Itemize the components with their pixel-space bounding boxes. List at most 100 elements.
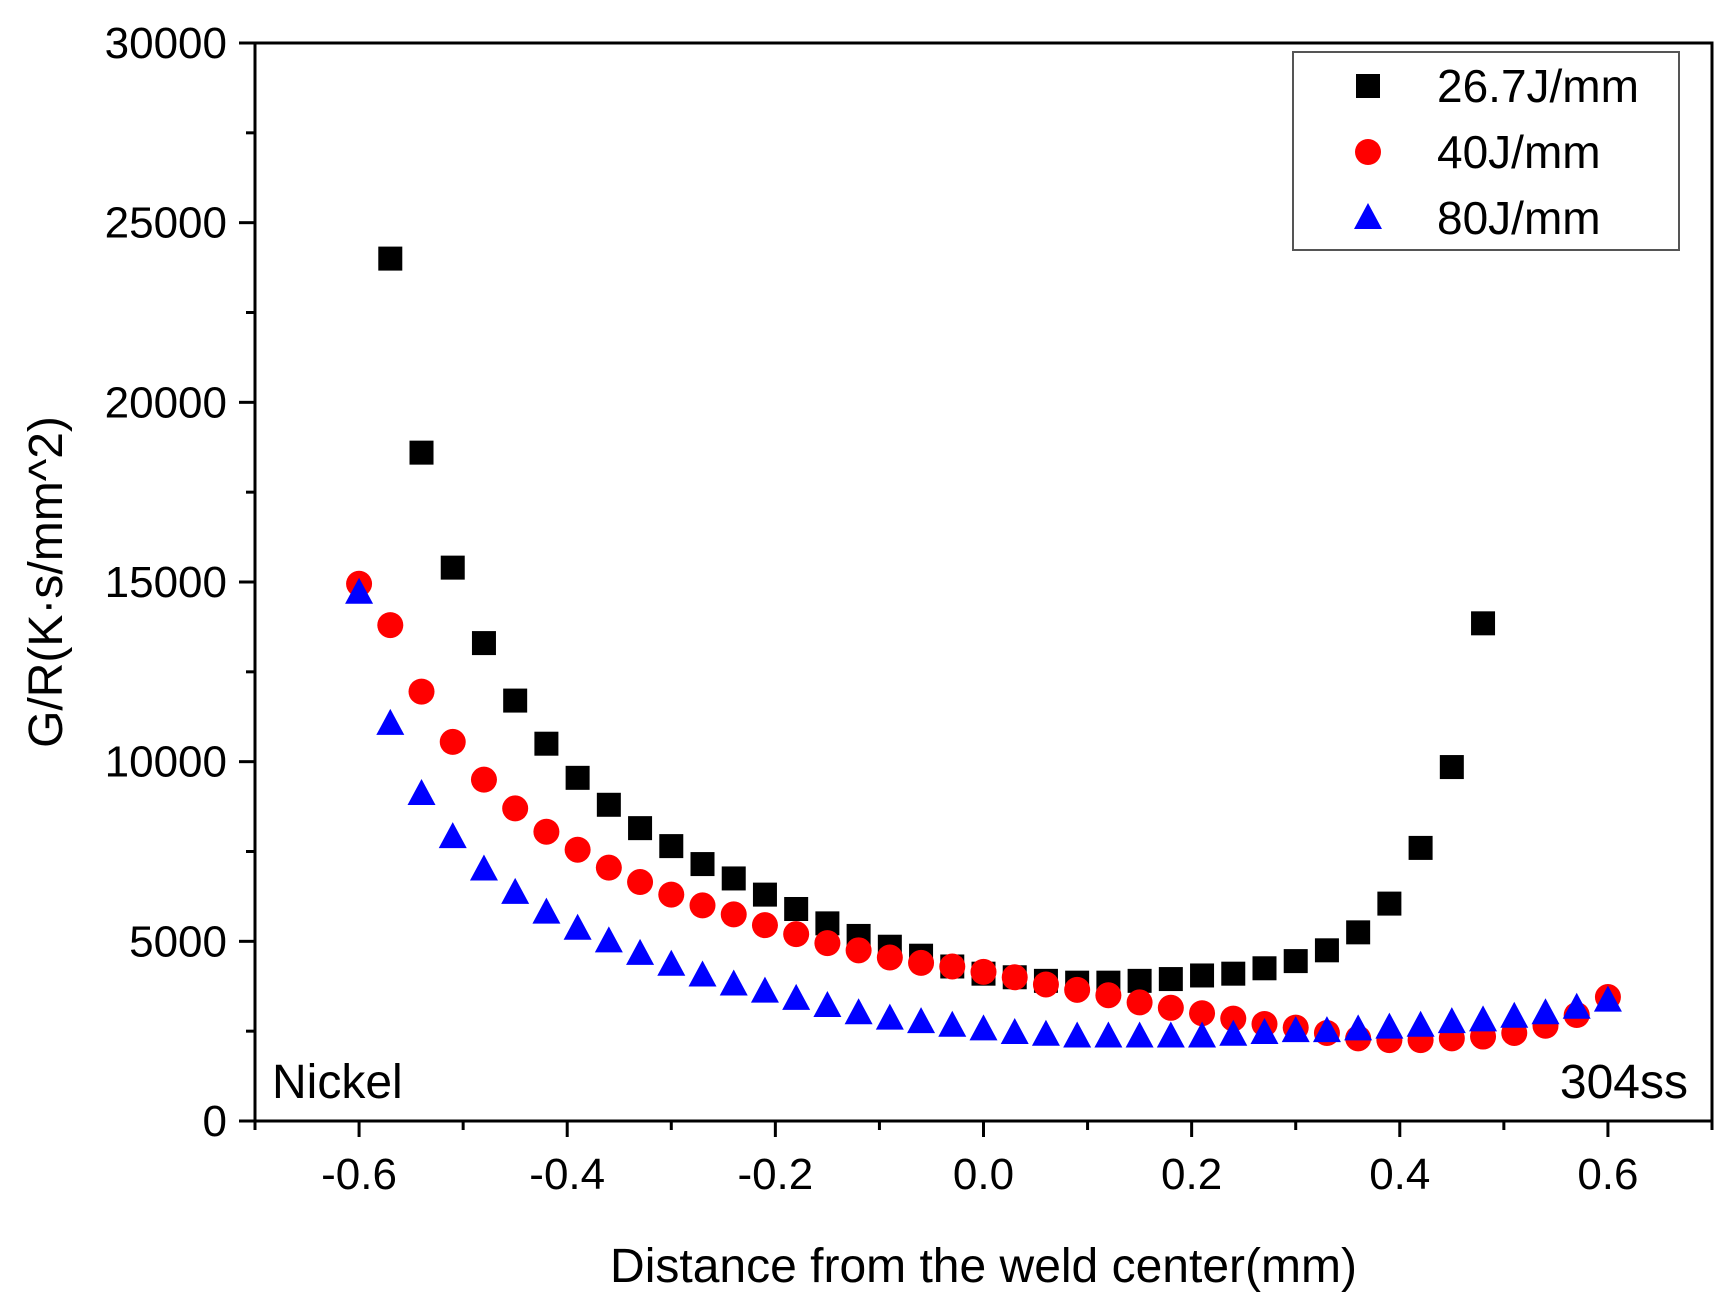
data-point-square — [534, 731, 559, 756]
legend-markers — [1354, 74, 1382, 229]
data-markers — [345, 246, 1622, 1054]
data-point-square — [1408, 835, 1433, 860]
data-point-circle — [595, 854, 622, 881]
y-tick-label: 0 — [203, 1097, 227, 1146]
data-point-triangle — [938, 1010, 967, 1037]
data-point-triangle — [1156, 1021, 1185, 1048]
data-point-triangle — [1500, 1001, 1529, 1028]
data-point-square — [659, 834, 684, 859]
annotation-304ss: 304ss — [1560, 1056, 1688, 1109]
data-point-circle — [658, 881, 685, 908]
data-point-circle — [783, 921, 810, 948]
data-point-circle — [876, 944, 903, 971]
data-point-square — [378, 246, 403, 271]
data-point-square — [1252, 956, 1277, 981]
data-point-square — [690, 852, 715, 877]
data-point-circle — [751, 912, 778, 939]
legend: 26.7J/mm 40J/mm 80J/mm — [1292, 51, 1680, 251]
legend-marker-circle — [1355, 139, 1381, 165]
data-point-square — [1346, 920, 1371, 945]
data-point-triangle — [1063, 1021, 1092, 1048]
data-point-square — [628, 816, 653, 841]
legend-label-26-7: 26.7J/mm — [1437, 60, 1639, 112]
data-point-triangle — [1188, 1021, 1217, 1048]
data-point-circle — [502, 795, 529, 822]
data-point-circle — [689, 892, 716, 919]
data-point-square — [752, 882, 777, 907]
data-point-triangle — [438, 822, 467, 849]
data-point-triangle — [844, 998, 873, 1025]
data-point-triangle — [1562, 992, 1591, 1019]
y-tick-label: 5000 — [129, 917, 227, 966]
data-point-triangle — [469, 854, 498, 881]
series-circle — [346, 570, 1621, 1054]
data-point-circle — [939, 953, 966, 980]
data-point-triangle — [376, 708, 405, 735]
data-point-square — [1283, 949, 1308, 974]
data-point-square — [503, 688, 528, 713]
data-point-square — [1158, 967, 1183, 992]
data-point-circle — [814, 930, 841, 957]
y-tick-label: 20000 — [105, 378, 227, 427]
data-point-triangle — [501, 877, 530, 904]
data-point-triangle — [407, 779, 436, 806]
y-tick-label: 15000 — [105, 558, 227, 607]
data-point-triangle — [969, 1014, 998, 1041]
data-point-triangle — [626, 938, 655, 965]
data-point-circle — [720, 901, 747, 928]
series-triangle — [345, 577, 1622, 1048]
data-point-triangle — [594, 926, 623, 953]
data-point-triangle — [1000, 1017, 1029, 1044]
data-point-square — [565, 765, 590, 790]
data-point-triangle — [1406, 1010, 1435, 1037]
data-point-triangle — [1031, 1019, 1060, 1046]
data-point-square — [1190, 963, 1215, 988]
data-point-square — [1127, 968, 1152, 993]
data-point-circle — [439, 728, 466, 755]
data-point-circle — [564, 836, 591, 863]
data-point-triangle — [345, 577, 374, 604]
data-point-triangle — [1219, 1019, 1248, 1046]
data-point-circle — [1095, 982, 1122, 1009]
legend-label-40: 40J/mm — [1437, 126, 1601, 178]
y-axis-title: G/R(K·s/mm^2) — [20, 416, 73, 748]
x-tick-label: -0.4 — [529, 1150, 605, 1199]
data-point-triangle — [688, 960, 717, 987]
data-point-square — [784, 896, 809, 921]
series-square — [378, 246, 1496, 995]
data-point-triangle — [1469, 1005, 1498, 1032]
data-point-square — [1221, 961, 1246, 986]
data-point-triangle — [1125, 1021, 1154, 1048]
data-point-triangle — [1437, 1007, 1466, 1034]
data-point-circle — [533, 818, 560, 845]
data-point-triangle — [1375, 1012, 1404, 1039]
data-point-triangle — [1344, 1014, 1373, 1041]
data-point-square — [440, 555, 465, 580]
data-point-circle — [1032, 971, 1059, 998]
data-point-triangle — [875, 1003, 904, 1030]
data-point-circle — [845, 937, 872, 964]
data-point-circle — [377, 612, 404, 639]
data-point-square — [409, 440, 434, 465]
x-axis-title: Distance from the weld center(mm) — [610, 1240, 1357, 1293]
data-point-triangle — [1531, 998, 1560, 1025]
x-tick-label: 0.0 — [953, 1150, 1014, 1199]
data-point-square — [1439, 755, 1464, 780]
data-point-circle — [970, 958, 997, 985]
data-point-triangle — [782, 983, 811, 1010]
data-point-circle — [908, 949, 935, 976]
x-tick-label: 0.6 — [1577, 1150, 1638, 1199]
y-tick-label: 10000 — [105, 738, 227, 787]
data-point-circle — [627, 869, 654, 896]
data-point-triangle — [813, 991, 842, 1018]
data-point-circle — [1126, 989, 1153, 1016]
data-point-triangle — [750, 976, 779, 1003]
x-tick-label: 0.4 — [1369, 1150, 1430, 1199]
data-point-triangle — [563, 913, 592, 940]
data-point-triangle — [907, 1007, 936, 1034]
data-point-circle — [408, 678, 435, 705]
data-point-triangle — [719, 969, 748, 996]
data-point-circle — [1157, 994, 1184, 1021]
